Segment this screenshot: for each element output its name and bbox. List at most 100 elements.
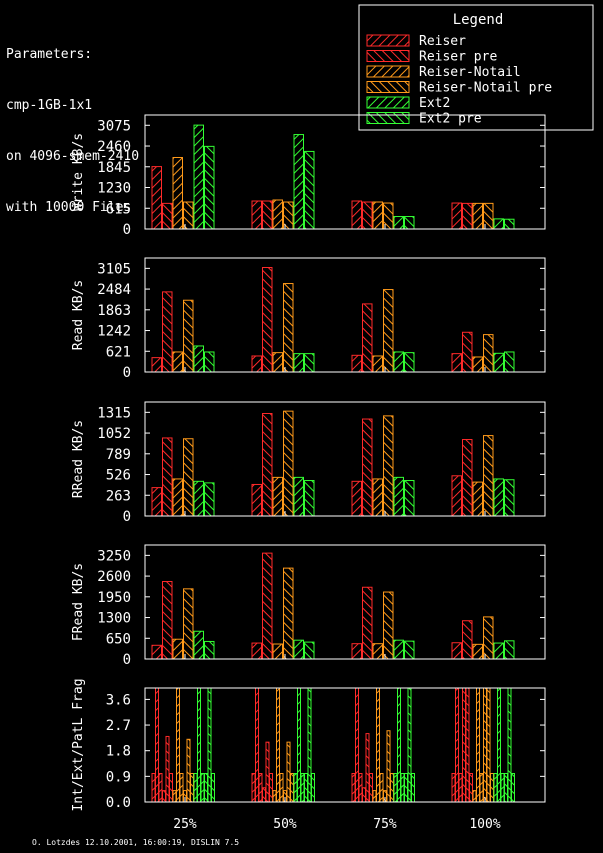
bar [300, 773, 305, 803]
bar [262, 200, 273, 230]
legend-label: Ext2 [419, 96, 450, 111]
y-tick-label: 1300 [97, 611, 131, 627]
x-tick-label: 75% [373, 817, 397, 832]
y-axis-label: Int/Ext/PatL Frag [71, 678, 86, 811]
bar [479, 773, 484, 803]
bar [251, 355, 262, 373]
bar [472, 790, 477, 803]
parameters-heading: Parameters: [6, 47, 93, 62]
bar [351, 200, 362, 230]
bar [376, 687, 380, 803]
bar [304, 641, 315, 660]
bar [504, 479, 515, 517]
y-tick-label: 2.7 [106, 718, 131, 734]
bar [393, 216, 404, 230]
bar [186, 738, 191, 803]
bar [504, 640, 515, 660]
bar [462, 687, 466, 803]
bar [304, 773, 308, 803]
chart-panel: 0 263 526 789 1052 1315 RRead KB/s [71, 401, 546, 525]
bar [265, 741, 270, 803]
bar [200, 773, 205, 803]
bar [179, 773, 184, 803]
bar [400, 773, 405, 803]
bar [404, 640, 415, 660]
bar [269, 773, 273, 803]
legend-swatch [366, 65, 410, 78]
bar [351, 643, 362, 660]
bar [404, 352, 415, 373]
bar [204, 640, 215, 660]
bar [358, 773, 363, 803]
y-tick-label: 615 [106, 201, 131, 217]
bar [372, 790, 377, 803]
bar [393, 351, 404, 373]
legend-swatch [366, 112, 410, 124]
y-axis-label: FRead KB/s [71, 563, 86, 641]
bar [351, 354, 362, 373]
bar [411, 773, 415, 803]
bar [283, 410, 294, 517]
bar [165, 735, 170, 803]
bar [483, 334, 494, 373]
bar [204, 145, 215, 230]
y-tick-label: 2460 [97, 139, 131, 155]
bar [500, 773, 505, 803]
bar [365, 733, 370, 803]
bar [351, 773, 356, 803]
bar [504, 218, 515, 230]
bar [293, 476, 304, 517]
bar [286, 741, 291, 803]
plot-frame [144, 257, 546, 373]
bar [372, 201, 383, 230]
y-tick-label: 263 [106, 488, 131, 504]
bar [172, 638, 183, 660]
bar [493, 352, 504, 373]
bar [483, 687, 487, 803]
bar [193, 630, 204, 660]
bar [369, 773, 373, 803]
bar [211, 773, 215, 803]
bar [293, 773, 298, 803]
bar [297, 687, 301, 803]
bar [462, 620, 473, 660]
bar [262, 413, 273, 517]
chart-panel: 0.0 0.9 1.8 2.7 3.6 Int/Ext/PatL Frag [71, 678, 546, 812]
legend-label: Reiser pre [419, 50, 497, 65]
credit-line: O. Lotzdes 12.10.2001, 16:00:19, DISLIN … [32, 838, 240, 847]
bar [486, 687, 491, 803]
bar [283, 567, 294, 660]
y-tick-label: 526 [106, 468, 131, 484]
bar [293, 353, 304, 373]
legend-label: Ext2 pre [419, 112, 482, 127]
bar [393, 773, 398, 803]
bar [272, 476, 283, 517]
bar [483, 435, 494, 517]
parameters-config: cmp-1GB-1x1 [6, 98, 93, 113]
bar [393, 639, 404, 660]
bar [497, 687, 501, 803]
y-tick-label: 3250 [97, 548, 131, 564]
bar [155, 687, 159, 803]
bar [304, 150, 315, 230]
bar [151, 357, 162, 373]
bar [511, 773, 515, 803]
chart-panel: 0 650 1300 1950 2600 3250 FRead KB/s [71, 544, 546, 668]
bar [472, 481, 483, 517]
bar [472, 356, 483, 373]
bar [307, 687, 312, 803]
bar [507, 687, 512, 803]
bar [193, 345, 204, 373]
bar [451, 642, 462, 660]
y-tick-label: 650 [106, 631, 131, 647]
y-tick-label: 3075 [97, 118, 131, 134]
bar [469, 773, 473, 803]
bar [251, 773, 256, 803]
bar [276, 687, 280, 803]
bar [404, 216, 415, 230]
bar [151, 773, 156, 803]
bar [204, 351, 215, 373]
bar [272, 199, 283, 230]
bar [493, 478, 504, 517]
